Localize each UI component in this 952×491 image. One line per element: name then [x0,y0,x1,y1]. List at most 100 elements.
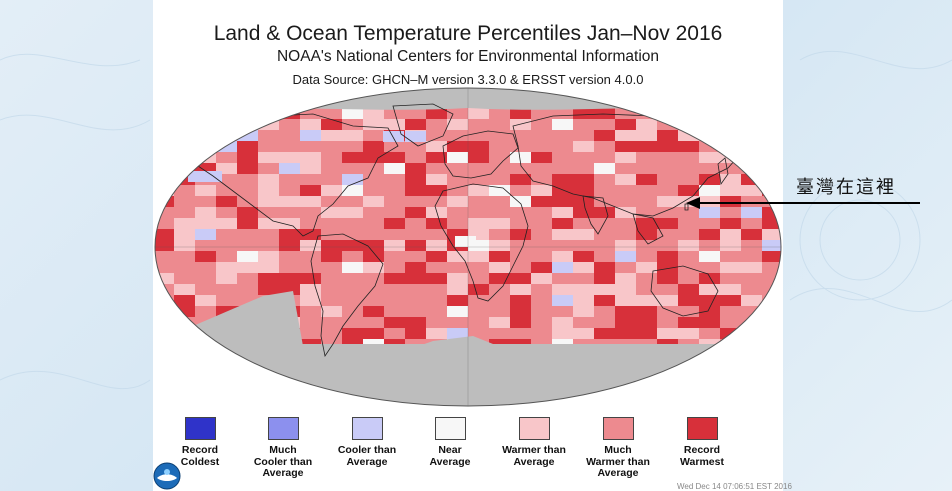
percentile-cell [216,108,237,119]
percentile-cell [363,251,384,262]
percentile-cell [447,273,468,284]
percentile-cell [510,174,531,185]
percentile-cell [489,218,510,229]
legend-item: Record Warmest [657,414,747,468]
percentile-cell [678,108,699,119]
percentile-cell [657,328,678,339]
percentile-cell [363,196,384,207]
percentile-cell [300,229,321,240]
percentile-cell [573,196,594,207]
percentile-cell [615,152,636,163]
percentile-cell [279,196,300,207]
percentile-cell [447,251,468,262]
percentile-cell [762,240,781,251]
percentile-cell [300,284,321,295]
percentile-cell [447,328,468,339]
percentile-cell [657,218,678,229]
percentile-cell [216,163,237,174]
percentile-cell [279,240,300,251]
percentile-cell [531,185,552,196]
percentile-cell [552,251,573,262]
percentile-cell [720,152,741,163]
percentile-cell [321,240,342,251]
percentile-cell [657,141,678,152]
percentile-cell [720,240,741,251]
percentile-cell [447,152,468,163]
percentile-cell [384,163,405,174]
percentile-cell [678,141,699,152]
percentile-cell [342,108,363,119]
percentile-cell [174,218,195,229]
legend-swatch [518,417,550,440]
percentile-cell [258,262,279,273]
percentile-cell [279,152,300,163]
legend-swatch [267,417,299,440]
percentile-cell [300,152,321,163]
percentile-cell [216,196,237,207]
percentile-cell [216,141,237,152]
percentile-cell [678,119,699,130]
taiwan-annotation: 臺灣在這裡 [796,177,896,198]
percentile-cell [279,284,300,295]
percentile-cell [363,152,384,163]
percentile-cell [447,196,468,207]
percentile-cell [363,328,384,339]
percentile-cell [174,152,195,163]
map-subtitle: NOAA's National Centers for Environmenta… [276,48,659,65]
percentile-cell [573,174,594,185]
percentile-cell [342,207,363,218]
percentile-cell [237,152,258,163]
percentile-cell [174,229,195,240]
percentile-cell [636,218,657,229]
percentile-cell [741,295,762,306]
percentile-cell [426,152,447,163]
percentile-cell [426,218,447,229]
percentile-cell [615,141,636,152]
percentile-cell [615,251,636,262]
percentile-cell [342,152,363,163]
data-source: Data Source: GHCN–M version 3.3.0 & ERSS… [292,72,644,87]
percentile-cell [762,218,781,229]
percentile-cell [384,240,405,251]
percentile-cell [258,273,279,284]
australia-outline [650,265,719,317]
percentile-cell [258,251,279,262]
percentile-cell [699,284,720,295]
percentile-cell [699,152,720,163]
percentile-cell [447,295,468,306]
percentile-cell [321,119,342,130]
percentile-cell [489,251,510,262]
percentile-cell [279,229,300,240]
percentile-cell [321,130,342,141]
percentile-cell [699,229,720,240]
percentile-cell [552,218,573,229]
percentile-cell [489,317,510,328]
percentile-cell [615,328,636,339]
percentile-cell [636,328,657,339]
percentile-cell [363,119,384,130]
legend-label: Record Warmest [680,444,724,468]
percentile-cell [195,163,216,174]
percentile-cell [678,130,699,141]
percentile-cell [699,317,720,328]
percentile-cell [741,207,762,218]
percentile-cell [447,306,468,317]
percentile-cell [594,273,615,284]
percentile-cell [720,229,741,240]
percentile-cell [510,108,531,119]
percentile-cell [573,251,594,262]
percentile-cell [342,262,363,273]
legend-label: Cooler than Average [337,444,397,468]
percentile-cell [405,317,426,328]
percentile-cell [762,251,781,262]
percentile-cell [510,152,531,163]
percentile-cell [510,317,531,328]
percentile-cell [405,163,426,174]
percentile-cell [405,262,426,273]
percentile-cell [594,295,615,306]
percentile-cell [258,284,279,295]
percentile-cell [384,273,405,284]
percentile-cell [573,141,594,152]
percentile-cell [678,295,699,306]
percentile-cell [405,273,426,284]
